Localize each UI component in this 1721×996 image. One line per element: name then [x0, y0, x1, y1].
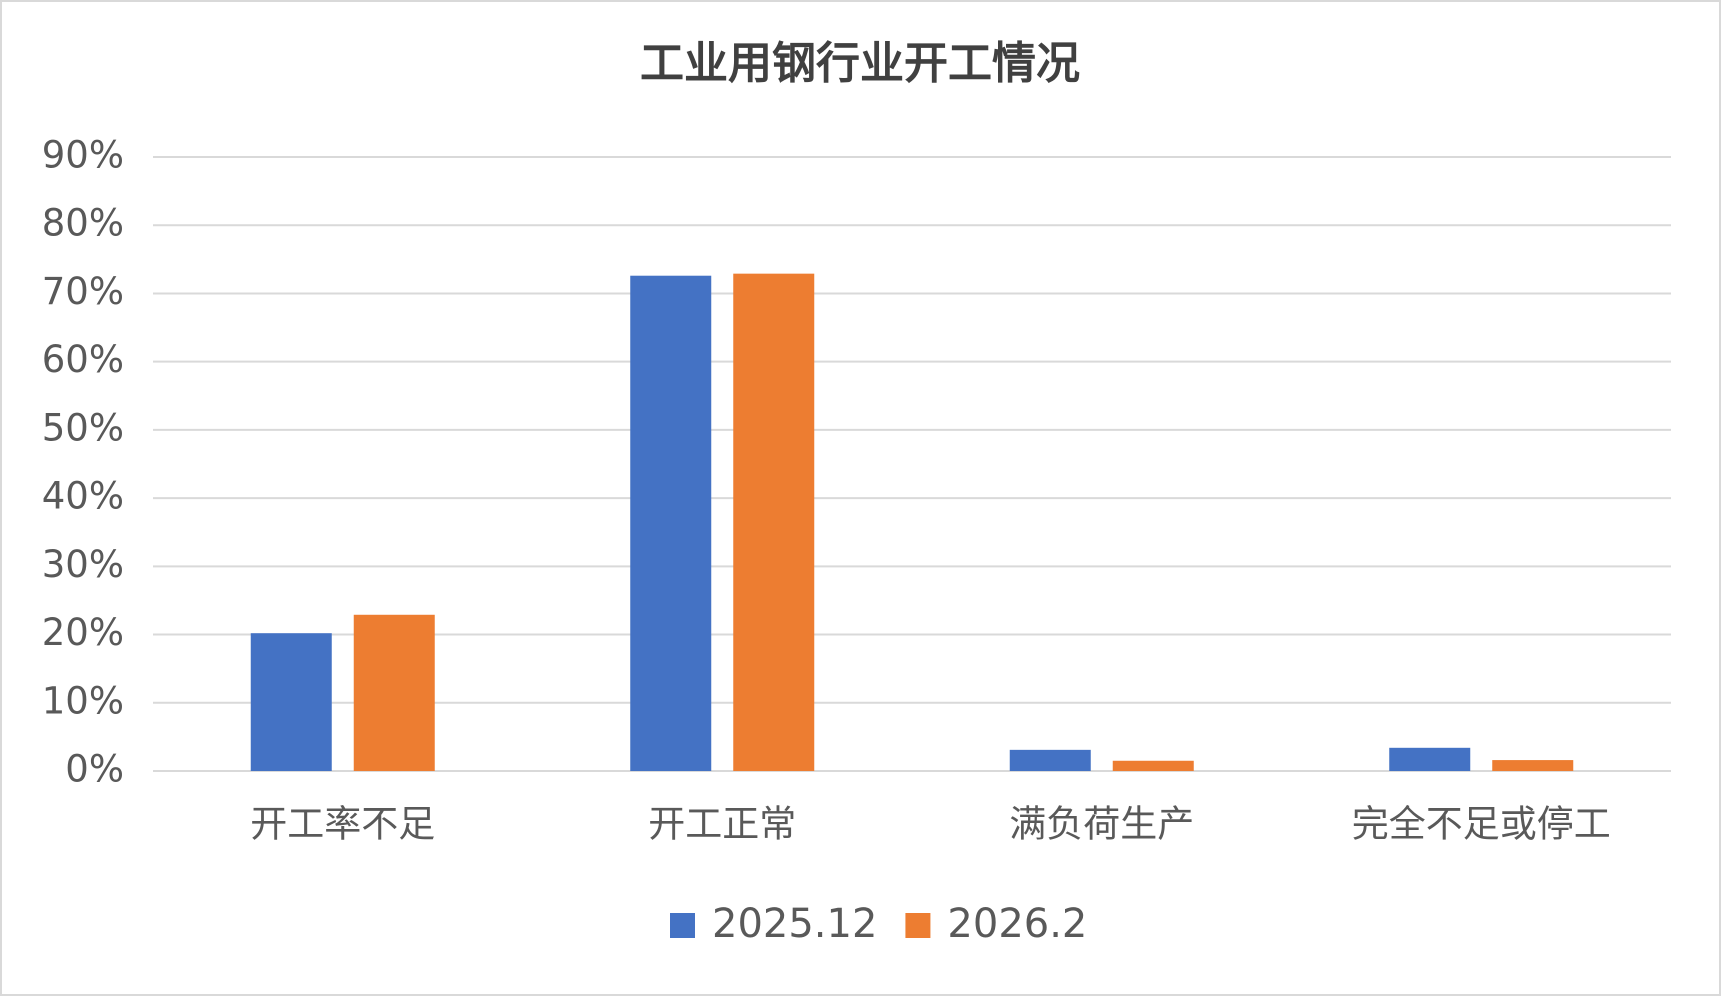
- x-tick-label: 满负荷生产: [1009, 803, 1194, 846]
- y-tick-label: 0%: [65, 748, 124, 791]
- bar: [353, 614, 435, 771]
- legend-swatch: [905, 913, 931, 938]
- y-tick-label: 60%: [42, 338, 124, 381]
- bar: [1492, 760, 1574, 771]
- y-tick-label: 50%: [42, 406, 124, 449]
- y-tick-label: 80%: [42, 202, 124, 245]
- legend-label: 2025.12: [712, 901, 877, 947]
- y-tick-label: 20%: [42, 611, 124, 654]
- y-tick-label: 10%: [42, 679, 124, 722]
- x-tick-label: 开工正常: [648, 803, 796, 846]
- x-tick-label: 开工率不足: [250, 803, 435, 846]
- bar: [733, 273, 815, 771]
- legend-swatch: [670, 913, 695, 938]
- chart-title: 工业用钢行业开工情况: [640, 38, 1080, 89]
- bar: [630, 275, 712, 771]
- bar: [250, 633, 332, 771]
- y-tick-label: 90%: [42, 134, 124, 177]
- y-tick-label: 70%: [42, 270, 124, 313]
- bar: [1112, 760, 1194, 771]
- y-tick-label: 30%: [42, 543, 124, 586]
- x-tick-label: 完全不足或停工: [1352, 803, 1611, 846]
- legend-label: 2026.2: [947, 901, 1087, 947]
- bar: [1009, 749, 1091, 771]
- y-tick-label: 40%: [42, 475, 124, 518]
- bar: [1389, 747, 1471, 771]
